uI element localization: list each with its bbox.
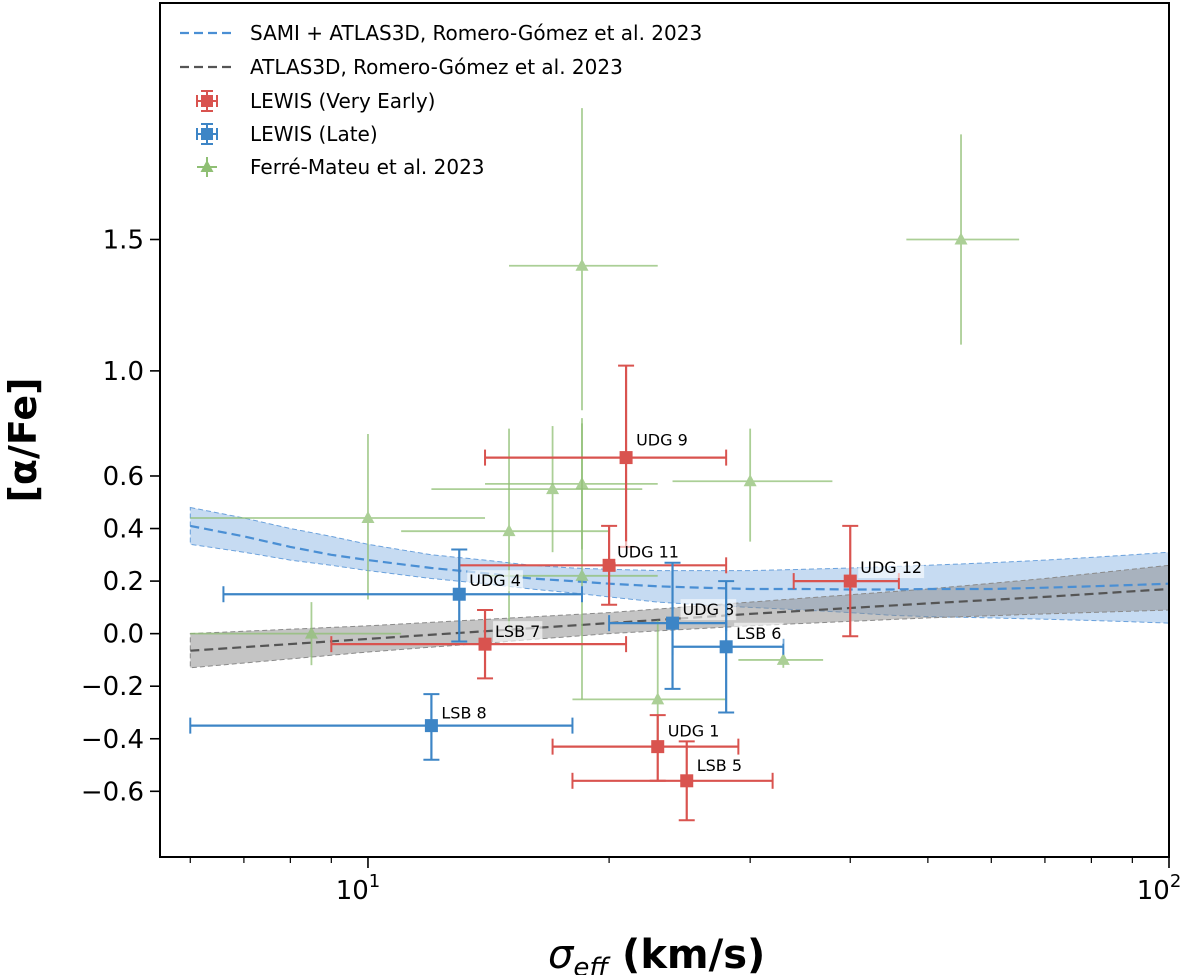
- legend-entry: Ferré-Mateu et al. 2023: [197, 155, 485, 179]
- triangle-marker: [546, 482, 560, 495]
- point-label: UDG 8: [683, 600, 735, 619]
- x-tick-label: 101: [336, 871, 381, 906]
- legend-marker: [201, 95, 213, 107]
- triangle-marker: [575, 258, 589, 271]
- x-axis-title: σeff (km/s): [548, 932, 765, 975]
- lewis-point: [792, 524, 900, 638]
- fit-lines: [190, 524, 1169, 652]
- square-marker: [680, 774, 694, 788]
- point-label-bg: [634, 429, 690, 451]
- y-tick-label: 0.6: [103, 462, 144, 492]
- point-label: UDG 9: [636, 431, 688, 450]
- legend-entry: LEWIS (Late): [196, 122, 378, 146]
- point-label: UDG 4: [469, 571, 521, 590]
- fit-band: [189, 564, 1169, 669]
- y-tick-label: 0.2: [103, 567, 144, 597]
- lewis-point: [189, 693, 574, 761]
- legend-label: LEWIS (Late): [250, 122, 378, 146]
- legend-entry: SAMI + ATLAS3D, Romero-Gómez et al. 2023: [180, 21, 702, 45]
- point-label: UDG 12: [860, 558, 922, 577]
- triangle-marker: [361, 511, 375, 524]
- ferre-mateu-point: [672, 428, 833, 542]
- y-tick-label: −0.6: [81, 777, 144, 807]
- ferre-mateu-point: [190, 433, 486, 600]
- fit-line: [190, 524, 1169, 591]
- triangle-marker: [776, 652, 790, 665]
- fit-line: [190, 587, 1169, 652]
- plot-frame: [159, 2, 1170, 858]
- legend-marker: [201, 128, 213, 140]
- point-label: LSB 6: [736, 624, 781, 643]
- lewis-point: [551, 714, 740, 782]
- y-axis-title: [α/Fe]: [1, 378, 45, 503]
- lewis-point: [571, 740, 774, 822]
- square-marker: [452, 587, 466, 601]
- y-tick-label: 0.0: [103, 620, 144, 650]
- ferre-mateu-point: [190, 602, 402, 666]
- triangle-marker: [575, 568, 589, 581]
- triangle-marker: [304, 626, 318, 639]
- triangle-marker: [954, 232, 968, 245]
- legend-entry: LEWIS (Very Early): [196, 89, 435, 113]
- point-label-bg: [665, 720, 722, 742]
- y-tick-label: −0.2: [81, 672, 144, 702]
- square-marker: [651, 740, 665, 754]
- lewis-point: [608, 561, 728, 690]
- triangle-marker: [743, 474, 757, 487]
- triangle-marker: [502, 524, 516, 537]
- square-marker: [843, 574, 857, 588]
- legend-label: ATLAS3D, Romero-Gómez et al. 2023: [250, 55, 623, 79]
- point-label-bg: [493, 621, 543, 643]
- point-label-bg: [858, 557, 925, 579]
- point-label: UDG 11: [617, 542, 679, 561]
- y-tick-label: 0.4: [103, 515, 144, 545]
- point-label-bg: [615, 541, 681, 563]
- lewis-point: [671, 580, 785, 714]
- lewis-point: [330, 608, 628, 680]
- ferre-mateu-point: [509, 108, 658, 411]
- legend-marker: [200, 160, 214, 172]
- point-label: LSB 5: [697, 756, 742, 775]
- point-label-bg: [467, 570, 523, 592]
- data-points: UDG 9 UDG 11 UDG 12 LSB 7 UDG 1 LSB 5 UDG 4 UDG…: [189, 108, 1020, 822]
- legend-label: SAMI + ATLAS3D, Romero-Gómez et al. 2023: [250, 21, 702, 45]
- lewis-point: [222, 548, 583, 643]
- triangle-marker: [651, 692, 665, 705]
- point-label: LSB 7: [495, 622, 540, 641]
- square-marker: [619, 451, 633, 465]
- point-label: UDG 1: [668, 722, 720, 741]
- x-tick-label: 102: [1137, 871, 1182, 906]
- y-tick-label: 1.5: [103, 225, 144, 255]
- square-marker: [424, 719, 438, 733]
- point-label-bg: [680, 599, 737, 621]
- y-tick-label: 1.0: [103, 357, 144, 387]
- point-label-bg: [734, 622, 784, 644]
- legend: SAMI + ATLAS3D, Romero-Gómez et al. 2023…: [180, 21, 702, 179]
- point-label-bg: [694, 754, 745, 776]
- legend-entry: ATLAS3D, Romero-Gómez et al. 2023: [180, 55, 623, 79]
- point-label: LSB 8: [441, 704, 486, 723]
- square-marker: [602, 558, 616, 572]
- axis-ticks: −0.6 −0.4 −0.2 0.0 0.2 0.4 0.6 1.0 1.5 101 102: [81, 225, 1181, 906]
- square-marker: [666, 616, 680, 630]
- square-marker: [478, 637, 492, 651]
- legend-label: Ferré-Mateu et al. 2023: [250, 155, 485, 179]
- legend-label: LEWIS (Very Early): [250, 89, 435, 113]
- ferre-mateu-point: [906, 134, 1020, 345]
- point-label-bg: [439, 702, 489, 724]
- y-tick-label: −0.4: [81, 725, 144, 755]
- ferre-mateu-point: [431, 426, 643, 553]
- square-marker: [719, 640, 733, 654]
